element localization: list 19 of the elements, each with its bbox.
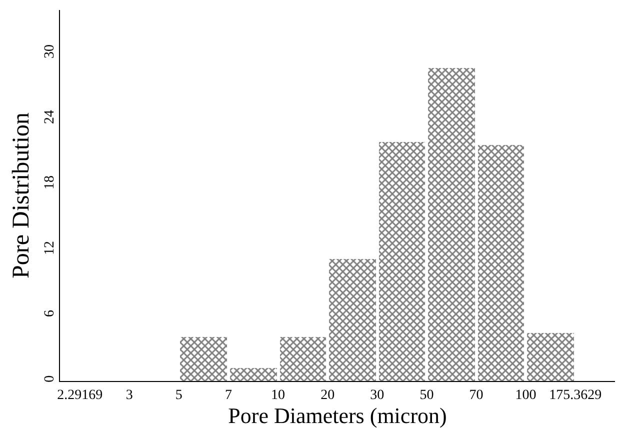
- y-tick-label: 12: [42, 240, 58, 255]
- y-tick-label: 6: [42, 310, 58, 317]
- x-tick-label: 20: [320, 388, 335, 403]
- x-tick-label: 50: [420, 388, 434, 403]
- x-tick-label: 30: [370, 388, 384, 403]
- x-tick-label: 5: [175, 388, 182, 403]
- x-tick-label: 3: [126, 388, 133, 403]
- y-tick-label: 0: [42, 375, 58, 382]
- y-axis-title: Pore Distribution: [8, 112, 34, 278]
- y-tick-label: 24: [42, 110, 58, 124]
- x-axis-title: Pore Diameters (micron): [228, 402, 447, 428]
- x-tick-label: 175.3629: [549, 388, 602, 403]
- x-tick-label: 2.29169: [57, 388, 103, 403]
- x-tick-label: 7: [224, 388, 232, 403]
- x-tick-label: 10: [271, 388, 286, 403]
- x-tick-label: 70: [469, 388, 484, 403]
- y-tick-label: 18: [42, 175, 58, 190]
- y-tick-label: 30: [42, 44, 58, 59]
- x-tick-label: 100: [515, 388, 536, 403]
